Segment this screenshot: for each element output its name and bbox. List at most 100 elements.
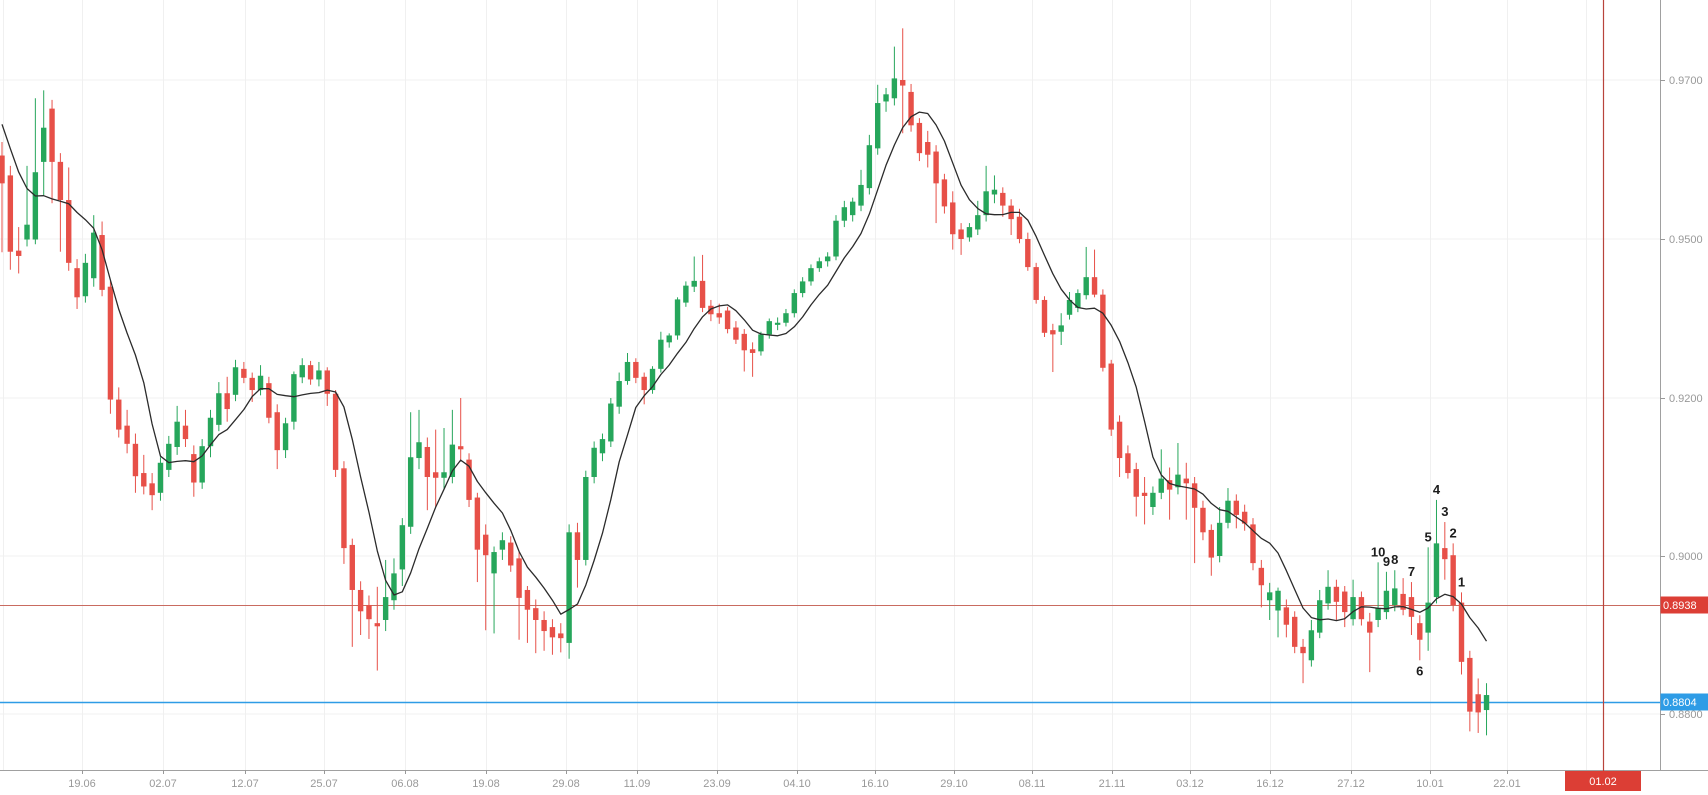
- candle[interactable]: [141, 454, 147, 495]
- candle[interactable]: [975, 200, 981, 236]
- time-axis[interactable]: 19.06 02.07 12.07 25.07 06.08 19.08 29.08 11.09…: [68, 770, 1521, 790]
- candle[interactable]: [1308, 619, 1315, 667]
- candle[interactable]: [1058, 313, 1064, 345]
- candle[interactable]: [816, 257, 823, 272]
- candle[interactable]: [241, 361, 247, 384]
- candle[interactable]: [332, 390, 339, 477]
- candle[interactable]: [1475, 678, 1481, 733]
- candle[interactable]: [574, 522, 581, 588]
- candle[interactable]: [991, 175, 998, 204]
- candle[interactable]: [1350, 579, 1356, 626]
- candle[interactable]: [1400, 578, 1406, 616]
- candle[interactable]: [749, 342, 756, 377]
- candle[interactable]: [491, 546, 497, 634]
- candle[interactable]: [741, 329, 747, 372]
- candle[interactable]: [824, 252, 831, 267]
- candle[interactable]: [583, 470, 589, 566]
- candle[interactable]: [1333, 579, 1340, 620]
- candle[interactable]: [74, 259, 80, 309]
- candle[interactable]: [925, 130, 931, 168]
- candle[interactable]: [758, 331, 764, 356]
- candle[interactable]: [66, 167, 72, 271]
- candle[interactable]: [733, 321, 739, 344]
- candle[interactable]: [7, 165, 14, 270]
- candle[interactable]: [1425, 547, 1431, 651]
- candle[interactable]: [716, 303, 722, 324]
- candle[interactable]: [0, 142, 5, 253]
- candle[interactable]: [841, 200, 848, 228]
- candle[interactable]: [257, 365, 264, 396]
- price-axis[interactable]: 0.9700 0.9500 0.9200 0.9000 0.8800: [1660, 75, 1703, 721]
- candle[interactable]: [708, 299, 714, 322]
- candle[interactable]: [91, 215, 97, 287]
- candle[interactable]: [799, 277, 806, 298]
- candle[interactable]: [1041, 296, 1048, 338]
- candle[interactable]: [1325, 570, 1331, 610]
- candle[interactable]: [691, 256, 697, 292]
- candle[interactable]: [958, 223, 964, 255]
- candle[interactable]: [191, 445, 197, 497]
- candle[interactable]: [499, 532, 506, 560]
- candle[interactable]: [1033, 262, 1039, 304]
- candle[interactable]: [1091, 249, 1098, 298]
- candle[interactable]: [266, 376, 272, 424]
- candle[interactable]: [1300, 638, 1306, 684]
- candle[interactable]: [174, 405, 180, 455]
- candle[interactable]: [875, 84, 881, 155]
- candle[interactable]: [432, 429, 439, 508]
- candle[interactable]: [666, 333, 672, 348]
- candle[interactable]: [1250, 518, 1256, 571]
- candle[interactable]: [1141, 477, 1148, 525]
- candles-layer[interactable]: [0, 28, 1490, 736]
- candle[interactable]: [41, 90, 47, 196]
- candle[interactable]: [608, 398, 614, 447]
- candle[interactable]: [1317, 589, 1323, 639]
- candle[interactable]: [1483, 683, 1490, 736]
- candle[interactable]: [908, 83, 914, 132]
- candle[interactable]: [658, 331, 664, 373]
- candle[interactable]: [791, 289, 797, 318]
- candle[interactable]: [374, 586, 380, 671]
- candle[interactable]: [1150, 486, 1156, 515]
- candle[interactable]: [399, 518, 406, 587]
- candle[interactable]: [1191, 477, 1198, 564]
- candle[interactable]: [516, 552, 522, 640]
- candle[interactable]: [774, 317, 781, 331]
- candle[interactable]: [900, 28, 906, 134]
- candle[interactable]: [941, 173, 948, 214]
- candle[interactable]: [599, 433, 606, 462]
- candle[interactable]: [1050, 323, 1056, 373]
- candle[interactable]: [341, 461, 347, 564]
- candle[interactable]: [391, 558, 397, 610]
- candle[interactable]: [533, 599, 539, 654]
- candle[interactable]: [541, 611, 547, 651]
- candle[interactable]: [683, 281, 689, 307]
- candle[interactable]: [724, 306, 731, 334]
- candle[interactable]: [783, 308, 789, 327]
- candle[interactable]: [549, 619, 556, 655]
- candle[interactable]: [674, 297, 681, 340]
- candle[interactable]: [441, 428, 447, 489]
- candle[interactable]: [1358, 591, 1365, 626]
- candle[interactable]: [32, 98, 39, 245]
- candle[interactable]: [424, 437, 431, 511]
- candle[interactable]: [57, 153, 64, 252]
- candle[interactable]: [407, 412, 414, 534]
- candle[interactable]: [291, 371, 297, 430]
- candle[interactable]: [1183, 462, 1189, 520]
- candle[interactable]: [833, 215, 839, 261]
- candle[interactable]: [1283, 599, 1290, 638]
- candle[interactable]: [641, 372, 647, 405]
- candle[interactable]: [1133, 462, 1139, 517]
- candle[interactable]: [1417, 615, 1423, 661]
- candle[interactable]: [966, 223, 973, 242]
- candle[interactable]: [82, 253, 89, 303]
- candle[interactable]: [508, 536, 514, 572]
- candle[interactable]: [1208, 524, 1214, 576]
- candle[interactable]: [1367, 612, 1373, 673]
- candle[interactable]: [1442, 522, 1448, 580]
- candle[interactable]: [1008, 199, 1014, 236]
- candle[interactable]: [116, 387, 122, 438]
- candle[interactable]: [891, 46, 898, 106]
